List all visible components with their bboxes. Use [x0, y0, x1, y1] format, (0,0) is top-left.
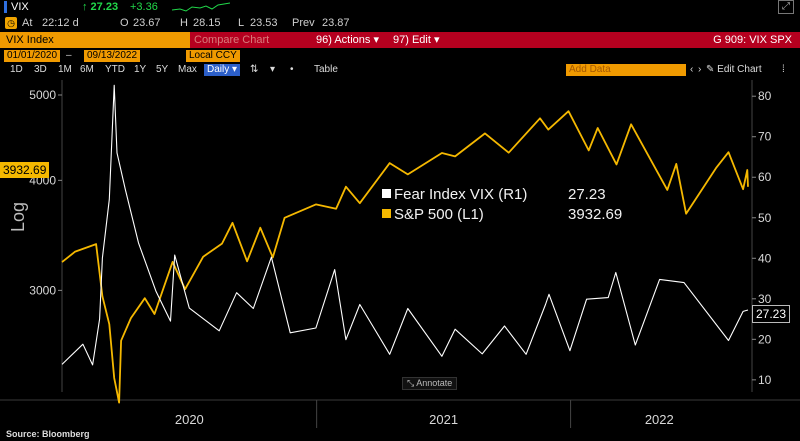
right-tick-label-20: 20: [758, 332, 772, 346]
right-tick-label-50: 50: [758, 211, 772, 225]
legend-swatch-vix: [382, 189, 391, 198]
edit-chart-button[interactable]: ✎ Edit Chart: [706, 64, 762, 75]
more-menu[interactable]: •: [290, 64, 294, 75]
right-tick-label-10: 10: [758, 373, 772, 387]
period-1m[interactable]: 1M: [58, 64, 72, 75]
start-date-field[interactable]: 01/01/2020: [4, 50, 61, 62]
ticker-label[interactable]: VIX: [4, 1, 29, 13]
quote-bar: VIX ↑ 27.23 +3.36 ⤢: [0, 0, 800, 15]
table-button[interactable]: Table: [314, 64, 338, 75]
low-label: L: [238, 17, 245, 29]
compare-hint: Compare Chart: [194, 34, 270, 46]
right-tick-label-70: 70: [758, 130, 772, 144]
quote-time: 22:12 d: [42, 17, 79, 29]
spx-line: [61, 110, 749, 404]
function-title: G 909: VIX SPX: [713, 34, 792, 46]
at-label: At: [22, 17, 33, 29]
spx-last-value-tag: 3932.69: [0, 162, 50, 178]
prev-label: Prev: [292, 17, 315, 29]
date-range-bar: 01/01/2020 – 09/13/2022 Local CCY: [0, 49, 800, 63]
sparkline-icon: [172, 2, 230, 12]
last-price: ↑ 27.23: [82, 1, 119, 13]
x-tick-label-2021: 2021: [429, 412, 458, 427]
left-tick-label-5000: 5000: [29, 88, 56, 102]
scroll-right-icon[interactable]: ›: [698, 64, 702, 75]
period-max[interactable]: Max: [178, 64, 197, 75]
period-bar: 1D 3D 1M 6M YTD 1Y 5Y Max Daily ▾ ⇅ ▾ • …: [0, 63, 800, 77]
low-value: 23.53: [250, 17, 278, 29]
x-tick-label-2022: 2022: [645, 412, 674, 427]
chart-type-icon[interactable]: ⇅: [250, 64, 259, 75]
legend-swatch-spx: [382, 209, 391, 218]
range-separator: –: [66, 50, 72, 61]
window-menu-icon[interactable]: ⤢: [778, 0, 794, 14]
grid-lines: [0, 80, 800, 401]
period-6m[interactable]: 6M: [80, 64, 94, 75]
legend-label-vix: Fear Index VIX (R1): [394, 186, 528, 203]
chart-options-icon[interactable]: ⁞: [782, 64, 785, 75]
x-tick-label-2020: 2020: [175, 412, 204, 427]
left-tick-label-3000: 3000: [29, 283, 56, 297]
right-tick-label-40: 40: [758, 251, 772, 265]
legend-item-vix[interactable]: Fear Index VIX (R1) 27.23: [382, 186, 606, 203]
period-1d[interactable]: 1D: [10, 64, 23, 75]
source-note: Source: Bloomberg: [6, 429, 90, 439]
period-5y[interactable]: 5Y: [156, 64, 169, 75]
currency-select[interactable]: Local CCY: [186, 50, 240, 62]
right-tick-label-30: 30: [758, 292, 772, 306]
clock-icon: ◷: [5, 17, 17, 29]
actions-menu[interactable]: 96) Actions ▾: [316, 34, 379, 46]
high-label: H: [180, 17, 188, 29]
legend-label-spx: S&P 500 (L1): [394, 206, 484, 223]
ohlc-bar: ◷ At 22:12 d O 23.67 H 28.15 L 23.53 Pre…: [0, 15, 800, 31]
chart-legend: Fear Index VIX (R1) 27.23 S&P 500 (L1) 3…: [376, 184, 634, 228]
annotate-label: Annotate: [416, 378, 453, 388]
frequency-select[interactable]: Daily ▾: [204, 64, 241, 76]
edit-menu[interactable]: 97) Edit ▾: [393, 34, 440, 46]
vix-last-value-tag: 27.23: [752, 305, 791, 323]
legend-value-vix: 27.23: [568, 186, 606, 203]
period-1y[interactable]: 1Y: [134, 64, 147, 75]
right-axis: 10 20 30 40 50 60 70 80: [752, 89, 772, 387]
title-bar: VIX Index Compare Chart 96) Actions ▾ 97…: [0, 32, 800, 48]
x-axis: 2020 2021 2022: [175, 400, 674, 428]
open-label: O: [120, 17, 129, 29]
prev-value: 23.87: [322, 17, 350, 29]
high-value: 28.15: [193, 17, 221, 29]
chart-style-select[interactable]: ▾: [270, 64, 276, 75]
plot-area: [61, 84, 749, 404]
annotate-icon: ⤡: [407, 378, 417, 388]
period-ytd[interactable]: YTD: [105, 64, 125, 75]
add-data-field[interactable]: Add Data: [566, 64, 686, 76]
right-tick-label-80: 80: [758, 89, 772, 103]
vix-line: [61, 84, 749, 366]
scroll-left-icon[interactable]: ‹: [690, 64, 694, 75]
security-name[interactable]: VIX Index: [0, 32, 190, 48]
legend-item-spx[interactable]: S&P 500 (L1) 3932.69: [382, 206, 622, 223]
open-value: 23.67: [133, 17, 161, 29]
left-axis-scale-label: Log: [8, 201, 28, 232]
right-tick-label-60: 60: [758, 170, 772, 184]
annotate-button[interactable]: ⤡ Annotate: [402, 377, 458, 390]
net-change: +3.36: [130, 1, 158, 13]
end-date-field[interactable]: 09/13/2022: [84, 50, 141, 62]
legend-value-spx: 3932.69: [568, 206, 623, 223]
period-3d[interactable]: 3D: [34, 64, 47, 75]
